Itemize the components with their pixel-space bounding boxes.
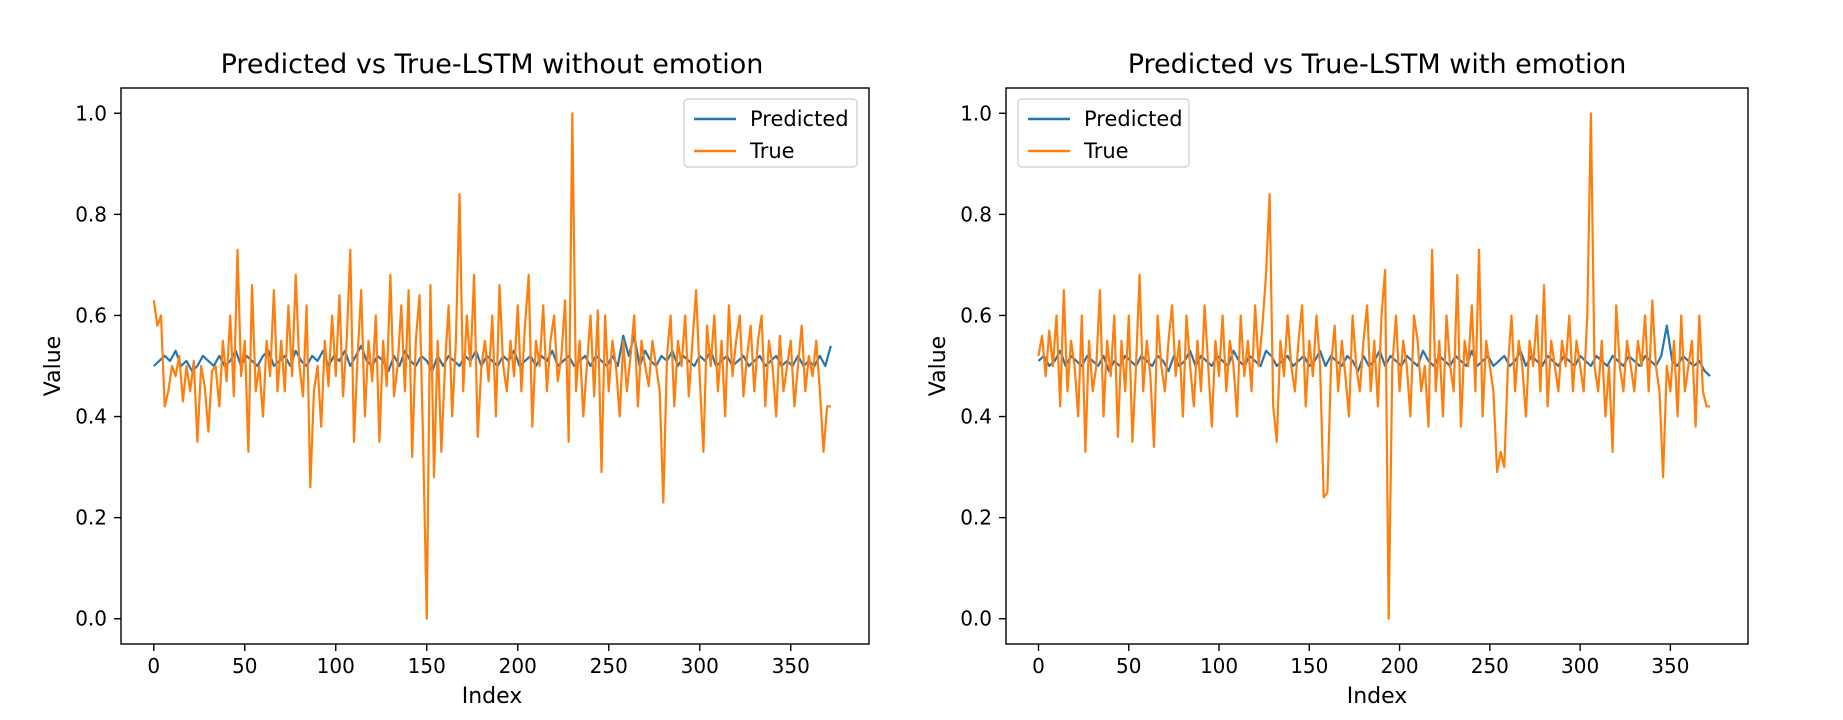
plot-frame (1005, 87, 1749, 645)
y-tick-label: 0.2 (960, 506, 992, 530)
legend-label: Predicted (1084, 107, 1183, 131)
y-tick-label: 1.0 (960, 101, 992, 125)
x-tick-label: 350 (772, 654, 810, 678)
x-tick-label: 300 (681, 654, 719, 678)
legend: Predicted True (683, 98, 858, 168)
series-line-true (152, 112, 831, 620)
x-tick-label: 150 (1290, 654, 1328, 678)
chart-title: Predicted vs True-LSTM without emotion (221, 49, 764, 80)
x-axis-label: Index (462, 684, 523, 709)
x-tick-label: 300 (1561, 654, 1599, 678)
y-tick-label: 0.2 (75, 506, 107, 530)
y-tick-label: 0.6 (960, 303, 992, 327)
x-tick-label: 350 (1651, 654, 1689, 678)
y-tick-label: 0.8 (75, 202, 107, 226)
y-tick-label: 0.0 (75, 607, 107, 631)
series-line-true (1037, 112, 1711, 620)
legend-label: True (749, 139, 795, 163)
plot-lines (1037, 112, 1711, 620)
y-tick-label: 0.6 (75, 303, 107, 327)
x-tick-label: 50 (1116, 654, 1141, 678)
plot-frame (120, 87, 870, 645)
x-tick-label: 200 (1380, 654, 1418, 678)
x-tick-label: 200 (499, 654, 537, 678)
y-tick-label: 0.4 (960, 405, 992, 429)
x-tick-label: 100 (317, 654, 355, 678)
plot-lines (152, 112, 832, 620)
x-tick-label: 250 (590, 654, 628, 678)
chart-panel-left: Predicted vs True-LSTM without emotion I… (41, 49, 870, 709)
chart-title: Predicted vs True-LSTM with emotion (1128, 49, 1627, 80)
axis-ticks: 0 50 100 150 200 250 300 350 0.0 0.2 0.4 0.6 0.8 1.0 (960, 101, 1689, 678)
series-line-predicted (1037, 324, 1711, 377)
x-tick-label: 250 (1471, 654, 1509, 678)
x-axis-label: Index (1347, 684, 1408, 709)
y-tick-label: 0.0 (960, 607, 992, 631)
x-tick-label: 50 (232, 654, 257, 678)
chart-panel-right: Predicted vs True-LSTM with emotion Inde… (926, 49, 1749, 709)
x-tick-label: 0 (147, 654, 160, 678)
x-tick-label: 150 (408, 654, 446, 678)
y-tick-label: 0.8 (960, 202, 992, 226)
legend-label: Predicted (750, 107, 849, 131)
y-tick-label: 1.0 (75, 101, 107, 125)
x-tick-label: 100 (1200, 654, 1238, 678)
x-tick-label: 0 (1032, 654, 1045, 678)
axis-ticks: 0 50 100 150 200 250 300 350 0.0 0.2 0.4 0.6 0.8 1.0 (75, 101, 810, 678)
y-axis-label: Value (41, 336, 66, 396)
y-tick-label: 0.4 (75, 405, 107, 429)
y-axis-label: Value (926, 336, 951, 396)
legend-label: True (1083, 139, 1129, 163)
legend: Predicted True (1017, 98, 1190, 168)
